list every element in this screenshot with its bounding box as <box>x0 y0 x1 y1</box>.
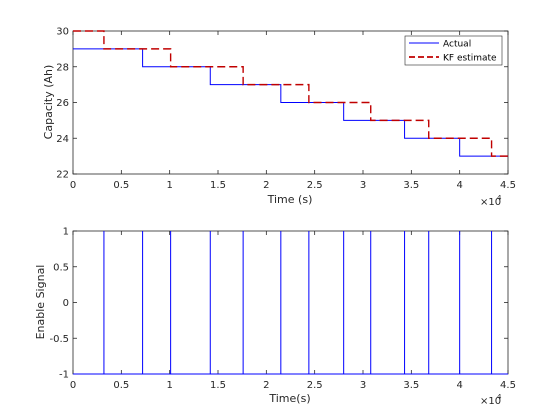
capacity-xtick-label: 0 <box>70 180 76 191</box>
capacity-series <box>73 30 508 157</box>
enable-x-exponent: ×10 4 <box>480 393 502 407</box>
capacity-ytick-label: 22 <box>56 170 69 181</box>
legend-actual-label: Actual <box>443 40 471 50</box>
capacity-xtick-label: 4.5 <box>500 180 516 191</box>
enable-xtick-label: 0 <box>70 380 76 391</box>
enable-xlabel: Time(s) <box>268 392 310 405</box>
capacity-ytick-label: 26 <box>56 98 69 109</box>
capacity-xtick-label: 2 <box>263 180 269 191</box>
capacity-xtick-label: 2.5 <box>307 180 323 191</box>
enable-xtick-label: 4.5 <box>500 380 516 391</box>
capacity-xtick-label: 3 <box>360 180 366 191</box>
legend-box <box>404 35 503 66</box>
enable-plot-area <box>72 230 509 375</box>
legend: Actual KF estimate <box>404 35 503 66</box>
enable-ytick-label: 0.5 <box>53 262 69 273</box>
enable-xtick-label: 1.5 <box>210 380 226 391</box>
capacity-xlabel: Time (s) <box>267 193 313 206</box>
enable-xtick-label: 0.5 <box>113 380 129 391</box>
capacity-ticks: 0 0.5 1 1.5 2 2.5 3 3.5 4 4.5 22 24 26 28 30 <box>56 27 516 192</box>
capacity-xtick-label: 1.5 <box>210 180 226 191</box>
capacity-x-exponent-base: ×10 <box>480 197 501 208</box>
capacity-xtick-label: 4 <box>456 180 462 191</box>
enable-ytick-label: 0 <box>63 298 69 309</box>
capacity-x-exponent: ×10 4 <box>480 194 502 208</box>
enable-xtick-label: 3 <box>360 380 366 391</box>
enable-xtick-label: 2 <box>263 380 269 391</box>
enable-series-line-signal <box>73 231 508 375</box>
enable-series <box>73 231 508 375</box>
enable-xtick-label: 2.5 <box>307 380 323 391</box>
enable-ytick-label: -1 <box>59 370 69 381</box>
capacity-x-exponent-power: 4 <box>497 194 502 202</box>
enable-ytick-label: 1 <box>63 227 69 238</box>
capacity-series-line-kf-estimate <box>73 30 508 157</box>
capacity-ytick-label: 24 <box>56 134 69 145</box>
enable-xtick-label: 1 <box>166 380 172 391</box>
enable-xtick-label: 3.5 <box>403 380 419 391</box>
enable-x-exponent-power: 4 <box>497 393 502 401</box>
enable-ylabel: Enable Signal <box>34 265 47 340</box>
enable-x-exponent-base: ×10 <box>480 396 501 407</box>
enable-ticks: 0 0.5 1 1.5 2 2.5 3 3.5 4 4.5 -1 -0.5 0 0.5 1 <box>49 227 515 392</box>
capacity-xtick-label: 3.5 <box>403 180 419 191</box>
capacity-ytick-label: 28 <box>56 62 69 73</box>
legend-kf-label: KF estimate <box>443 54 497 64</box>
capacity-xtick-label: 1 <box>166 180 172 191</box>
enable-xtick-label: 4 <box>456 380 462 391</box>
enable-ytick-label: -0.5 <box>49 334 69 345</box>
capacity-ylabel: Capacity (Ah) <box>42 65 55 140</box>
capacity-ytick-label: 30 <box>56 27 69 38</box>
enable-axes: 0 0.5 1 1.5 2 2.5 3 3.5 4 4.5-1-0.500.51 Time(s) … <box>34 227 516 408</box>
capacity-xtick-label: 0.5 <box>113 180 129 191</box>
